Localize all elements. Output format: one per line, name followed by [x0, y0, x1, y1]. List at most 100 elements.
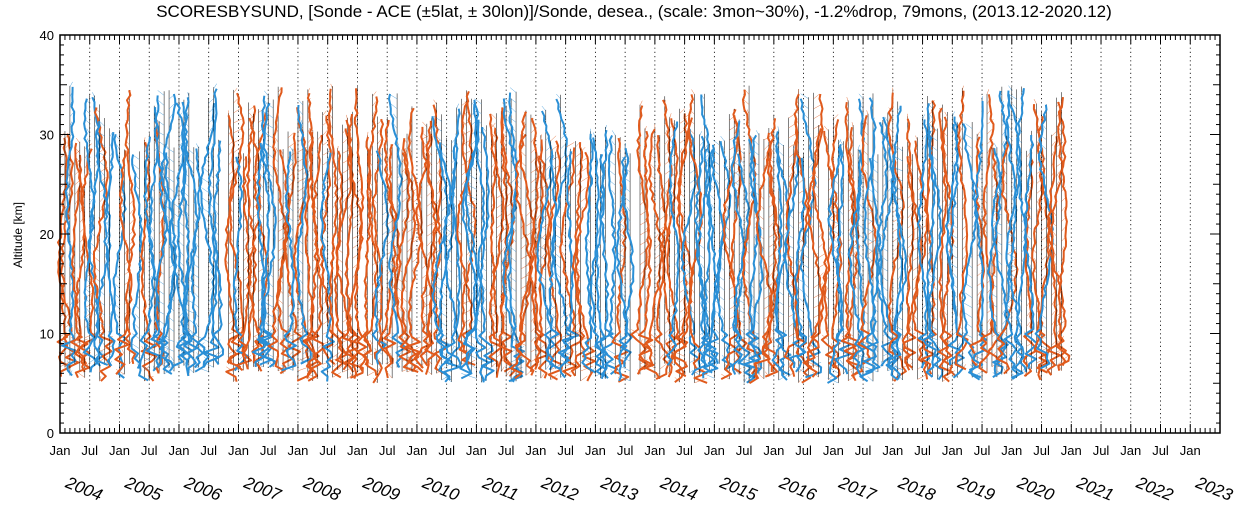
profile-curve — [281, 151, 297, 372]
x-tick-label: Jul — [319, 443, 336, 458]
profile-curve — [202, 88, 220, 368]
year-label: 2004 — [62, 473, 105, 505]
y-axis-label: Altitude [km] — [11, 202, 25, 268]
year-label: 2007 — [240, 473, 284, 505]
profile-curve — [546, 154, 561, 370]
profile-curve — [251, 142, 268, 368]
profile-curve — [232, 156, 249, 372]
profile-curve — [168, 102, 187, 368]
profile-curve — [701, 148, 716, 374]
profile-curve — [762, 118, 781, 372]
profile-curve — [611, 137, 630, 383]
x-tick-label: Jul — [736, 443, 753, 458]
profile-curve — [235, 156, 252, 372]
profile-curve — [560, 151, 580, 367]
profile-curve — [666, 121, 680, 366]
profile-curve — [954, 90, 969, 371]
year-label: 2016 — [776, 473, 820, 505]
profile-curve — [74, 148, 97, 379]
profile-curve — [536, 139, 551, 379]
profile-curve — [1055, 96, 1071, 371]
x-tick-label: Jul — [260, 443, 277, 458]
year-label: 2023 — [1192, 473, 1236, 505]
profile-curve — [581, 133, 597, 374]
x-tick-label: Jan — [287, 443, 308, 458]
profile-curve — [570, 142, 587, 377]
profile-curve — [1023, 134, 1039, 369]
profile-curve — [212, 140, 225, 365]
profile-curve — [1003, 90, 1021, 380]
profile-curve — [304, 132, 320, 382]
profile-curve — [431, 116, 452, 381]
profile-curve — [378, 119, 397, 364]
profile-curve — [916, 119, 932, 369]
profile-curve — [114, 150, 133, 375]
profile-curve — [514, 111, 536, 376]
x-tick-label: Jul — [676, 443, 693, 458]
y-tick-label: 20 — [40, 227, 54, 242]
profile-curve — [159, 152, 178, 372]
profile-curve — [140, 141, 158, 382]
x-tick-label: Jul — [81, 443, 98, 458]
profile-curve — [887, 92, 907, 382]
profile-curve — [638, 130, 655, 371]
profile-curve — [404, 107, 424, 373]
profile-curve — [747, 138, 763, 379]
profile-curve — [241, 105, 258, 370]
x-tick-label: Jul — [200, 443, 217, 458]
profile-curve — [938, 107, 953, 383]
profile-curve — [859, 97, 878, 383]
profile-curve — [1050, 101, 1067, 367]
profile-curve — [353, 88, 368, 373]
x-tick-label: Jan — [525, 443, 546, 458]
x-tick-label: Jul — [438, 443, 455, 458]
profile-curve — [771, 131, 788, 381]
profile-curve — [666, 118, 682, 378]
profile-curve — [753, 139, 774, 380]
year-label: 2020 — [1014, 473, 1058, 505]
profile-curve — [865, 157, 882, 373]
x-tick-label: Jul — [795, 443, 812, 458]
profile-curve — [61, 86, 77, 377]
x-tick-label: Jan — [1180, 443, 1201, 458]
profile-curve — [247, 117, 265, 368]
y-tick-labels: 0 10 20 30 40 — [40, 28, 54, 441]
profile-curve — [362, 136, 378, 376]
year-label: 2014 — [657, 473, 700, 505]
x-tick-label: Jul — [141, 443, 158, 458]
year-label: 2009 — [359, 473, 403, 505]
profile-curve — [488, 127, 503, 367]
profile-curve — [793, 93, 812, 384]
x-tick-label: Jul — [974, 443, 991, 458]
profile-curve — [502, 98, 524, 383]
year-label: 2012 — [538, 473, 582, 505]
year-label: 2008 — [300, 473, 344, 505]
profile-curve — [282, 132, 303, 367]
x-tick-label: Jan — [882, 443, 903, 458]
profile-curve — [571, 151, 596, 382]
profile-curve — [601, 134, 619, 375]
x-tick-label: Jan — [823, 443, 844, 458]
profile-curve — [618, 156, 635, 382]
profile-curve — [190, 148, 206, 369]
x-tick-label: Jul — [1033, 443, 1050, 458]
profile-curve — [715, 140, 734, 371]
x-tick-label: Jul — [855, 443, 872, 458]
year-label: 2018 — [895, 473, 939, 505]
year-label: 2021 — [1073, 473, 1116, 505]
profile-curve — [267, 87, 288, 372]
profile-curve — [327, 88, 345, 379]
profile-curve — [533, 155, 550, 370]
profile-curve — [1046, 136, 1061, 376]
x-tick-label: Jan — [1001, 443, 1022, 458]
profiles — [56, 81, 1071, 385]
profile-curve — [834, 145, 852, 375]
profile-curve — [130, 154, 143, 369]
profile-curve — [961, 123, 982, 379]
x-tick-label: Jan — [942, 443, 963, 458]
profile-curve — [806, 128, 828, 378]
profile-curve — [922, 130, 944, 381]
profile-curve — [371, 150, 390, 365]
x-tick-label: Jul — [617, 443, 634, 458]
